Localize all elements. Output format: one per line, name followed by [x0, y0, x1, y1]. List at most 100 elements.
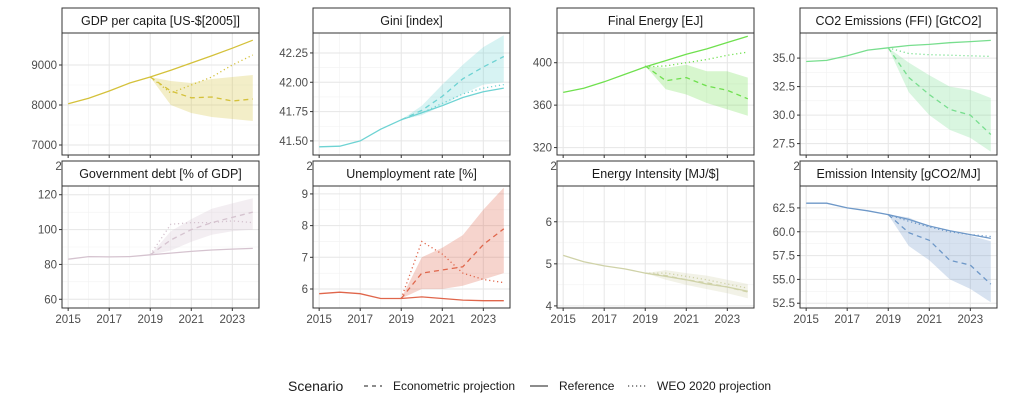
panel-border — [799, 185, 998, 309]
strip-title: Unemployment rate [%] — [346, 167, 477, 181]
y-tick-label: 6 — [546, 217, 552, 229]
x-tick-label: 2017 — [591, 314, 617, 326]
y-tick-label: 8000 — [31, 100, 57, 112]
econometric-line — [644, 65, 749, 100]
x-tick-label: 2023 — [220, 314, 246, 326]
panel-border — [556, 32, 755, 156]
x-tick-label: 2017 — [834, 314, 860, 326]
panel-government-debt-of-gdp: Government debt [% of GDP] 60 80 100 120 2015… — [38, 160, 260, 326]
strip-box — [799, 7, 998, 34]
panel-co2-emissions-ffi-gtco2: CO2 Emissions (FFI) [GtCO2] 27.5 30.0 32.5 3… — [773, 7, 998, 173]
uncertainty-band — [401, 187, 504, 299]
strip-title: Emission Intensity [gCO2/MJ] — [817, 167, 981, 181]
x-tick-label: 2015 — [55, 314, 81, 326]
weo-2020-line — [645, 51, 748, 68]
y-tick-label: 57.5 — [773, 251, 795, 263]
uncertainty-band — [645, 64, 748, 116]
panel-border — [312, 32, 511, 156]
legend-label-reference: Reference — [559, 379, 615, 393]
legend-title: Scenario — [288, 378, 343, 394]
x-tick-label: 2015 — [306, 314, 332, 326]
y-tick-label: 52.5 — [773, 298, 795, 310]
econometric-line — [149, 211, 253, 256]
y-tick-label: 120 — [38, 190, 57, 202]
y-tick-label: 42.25 — [279, 48, 308, 60]
reference-line — [319, 291, 504, 302]
y-tick-label: 41.75 — [279, 107, 308, 119]
y-tick-label: 8 — [302, 221, 308, 233]
y-tick-label: 4 — [546, 301, 553, 313]
x-tick-label: 2021 — [673, 314, 699, 326]
strip-box — [61, 160, 260, 187]
y-tick-label: 7000 — [31, 140, 57, 152]
y-tick-label: 9000 — [31, 60, 57, 72]
weo-2020-line — [887, 213, 991, 238]
strip-title: Government debt [% of GDP] — [79, 167, 242, 181]
strip-title: GDP per capita [US-$[2005]] — [81, 14, 240, 28]
y-tick-label: 360 — [533, 100, 552, 112]
weo-2020-line — [645, 272, 748, 289]
x-tick-label: 2015 — [793, 314, 819, 326]
reference-line — [68, 247, 253, 260]
y-tick-label: 100 — [38, 225, 57, 237]
x-tick-label: 2017 — [347, 314, 373, 326]
econometric-line — [149, 76, 253, 102]
x-tick-label: 2019 — [875, 314, 901, 326]
x-tick-label: 2023 — [471, 314, 497, 326]
strip-box — [556, 160, 755, 187]
legend-item-weo: WEO 2020 projection — [628, 379, 771, 393]
uncertainty-band — [645, 270, 748, 299]
panel-border — [61, 185, 260, 309]
econometric-line — [400, 228, 505, 299]
y-tick-label: 80 — [44, 259, 57, 271]
panel-energy-intensity-mj: Energy Intensity [MJ/$] 4 5 6 2015 2017 2019 20… — [546, 160, 755, 326]
strip-title: Gini [index] — [380, 14, 443, 28]
y-tick-label: 35.0 — [773, 53, 795, 65]
strip-box — [799, 160, 998, 187]
y-tick-label: 30.0 — [773, 110, 795, 122]
x-tick-label: 2021 — [429, 314, 455, 326]
legend-label-weo: WEO 2020 projection — [657, 379, 771, 393]
x-tick-label: 2023 — [715, 314, 741, 326]
reference-line — [563, 35, 748, 94]
y-tick-label: 60.0 — [773, 227, 795, 239]
x-tick-label: 2019 — [632, 314, 658, 326]
y-tick-label: 320 — [533, 143, 552, 155]
legend-label-econometric: Econometric projection — [393, 379, 515, 393]
chart-panels: GDP per capita [US-$[2005]] 7000 8000 9000 2… — [31, 7, 998, 326]
y-tick-label: 41.50 — [279, 136, 308, 148]
weo-2020-line — [888, 47, 991, 58]
strip-box — [312, 7, 511, 34]
reference-line — [806, 202, 991, 240]
x-tick-label: 2019 — [388, 314, 414, 326]
uncertainty-band — [888, 214, 991, 303]
panel-border — [61, 32, 260, 156]
panel-gdp-per-capita-us-2005: GDP per capita [US-$[2005]]7000800090002… — [31, 7, 260, 173]
panel-border — [312, 185, 511, 309]
y-tick-label: 42.00 — [279, 77, 308, 89]
econometric-line — [887, 47, 992, 135]
legend-item-econometric: Econometric projection — [364, 379, 515, 393]
reference-line — [68, 39, 254, 105]
legend: Scenario Econometric projection Referenc… — [288, 378, 771, 394]
strip-title: Energy Intensity [MJ/$] — [592, 167, 719, 181]
y-tick-label: 9 — [302, 189, 308, 201]
panel-unemployment-rate: Unemployment rate [%] 6 7 8 9 2015 2017 2019 202… — [302, 160, 511, 326]
y-tick-label: 6 — [302, 284, 308, 296]
y-tick-label: 400 — [533, 58, 552, 70]
x-tick-label: 2021 — [178, 314, 204, 326]
x-tick-label: 2017 — [96, 314, 122, 326]
y-tick-label: 60 — [44, 294, 57, 306]
econometric-line — [400, 55, 505, 121]
y-tick-label: 62.5 — [773, 203, 795, 215]
panel-final-energy-ej: Final Energy [EJ]32036040020152017201920… — [533, 7, 755, 173]
strip-box — [61, 7, 260, 34]
strip-title: Final Energy [EJ] — [608, 14, 703, 28]
uncertainty-band — [401, 35, 504, 120]
y-tick-label: 55.0 — [773, 274, 795, 286]
panel-border — [799, 32, 998, 156]
x-tick-label: 2021 — [916, 314, 942, 326]
y-tick-label: 5 — [546, 259, 552, 271]
y-tick-label: 27.5 — [773, 139, 795, 151]
